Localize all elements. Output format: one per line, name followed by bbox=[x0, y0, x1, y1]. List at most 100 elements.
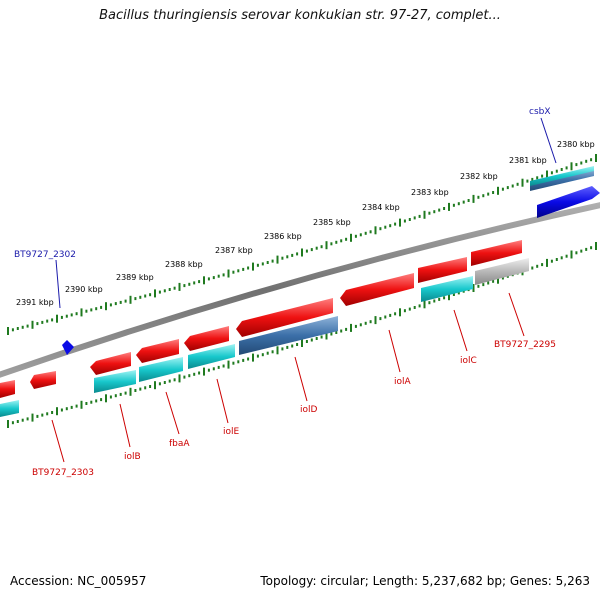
minor-tick bbox=[487, 281, 490, 285]
gene-arrow[interactable] bbox=[418, 257, 467, 283]
minor-tick bbox=[408, 307, 411, 311]
minor-tick bbox=[75, 312, 78, 316]
minor-tick bbox=[536, 264, 539, 268]
minor-tick bbox=[70, 313, 73, 317]
minor-tick bbox=[242, 358, 245, 362]
major-tick bbox=[129, 295, 132, 304]
gene-arrow[interactable] bbox=[30, 371, 56, 389]
gene-arrow[interactable] bbox=[0, 380, 15, 398]
gene-arrow[interactable] bbox=[184, 326, 229, 351]
minor-tick bbox=[232, 270, 235, 274]
gene-label-iolA[interactable]: iolA bbox=[394, 377, 412, 387]
minor-tick bbox=[65, 314, 68, 318]
minor-tick bbox=[310, 248, 313, 252]
minor-tick bbox=[315, 246, 318, 250]
minor-tick bbox=[418, 214, 421, 218]
gene-bar[interactable] bbox=[94, 370, 136, 393]
outer-tick-track bbox=[7, 154, 597, 335]
gene-bar[interactable] bbox=[421, 276, 473, 302]
major-tick bbox=[227, 269, 230, 278]
minor-tick bbox=[16, 327, 19, 330]
leader-line bbox=[55, 259, 61, 309]
minor-tick bbox=[560, 168, 563, 171]
gene-label-iolE[interactable]: iolE bbox=[223, 427, 240, 437]
minor-tick bbox=[555, 169, 558, 173]
gene-label-BT9727_2303[interactable]: BT9727_2303 bbox=[32, 468, 94, 478]
kbp-tick-label: 2391 kbp bbox=[16, 298, 54, 307]
minor-tick bbox=[222, 364, 225, 368]
gene-label-iolC[interactable]: iolC bbox=[460, 356, 477, 366]
major-tick bbox=[423, 300, 426, 309]
gene-label-iolD[interactable]: iolD bbox=[300, 405, 318, 415]
minor-tick bbox=[222, 273, 225, 277]
major-tick bbox=[423, 210, 426, 219]
gene-bar-rna[interactable] bbox=[239, 316, 338, 355]
minor-tick bbox=[585, 159, 588, 163]
gene-label-fbaA[interactable]: fbaA bbox=[169, 439, 190, 449]
minor-tick bbox=[85, 309, 88, 313]
gene-bar[interactable] bbox=[188, 344, 235, 369]
minor-tick bbox=[70, 405, 73, 409]
gene-arrow[interactable] bbox=[471, 240, 522, 266]
minor-tick bbox=[65, 407, 68, 411]
minor-tick bbox=[305, 340, 308, 343]
minor-tick bbox=[413, 306, 416, 309]
major-tick bbox=[325, 331, 328, 340]
minor-tick bbox=[467, 199, 470, 202]
major-tick bbox=[154, 381, 156, 390]
minor-tick bbox=[531, 266, 534, 270]
leader-line bbox=[508, 292, 525, 337]
major-tick bbox=[497, 275, 499, 284]
minor-tick bbox=[310, 338, 313, 342]
minor-tick bbox=[36, 322, 39, 326]
major-tick bbox=[31, 413, 34, 422]
gene-arrow[interactable] bbox=[136, 339, 179, 363]
minor-tick bbox=[359, 233, 362, 237]
blue-gene[interactable] bbox=[537, 186, 600, 218]
minor-tick bbox=[585, 247, 588, 251]
major-tick bbox=[203, 276, 205, 285]
gene-label-BT9727_2295[interactable]: BT9727_2295 bbox=[494, 340, 556, 350]
csbX-gene-cyan[interactable] bbox=[530, 166, 594, 186]
minor-tick bbox=[261, 262, 264, 266]
minor-tick bbox=[281, 256, 284, 260]
gene-bar[interactable] bbox=[139, 357, 183, 382]
minor-tick bbox=[482, 283, 485, 287]
gene-bar-pseudo[interactable] bbox=[475, 258, 529, 285]
minor-tick bbox=[212, 276, 215, 280]
minor-tick bbox=[565, 254, 568, 258]
minor-tick bbox=[198, 280, 201, 284]
major-tick bbox=[350, 233, 352, 242]
major-tick bbox=[31, 320, 34, 329]
minor-tick bbox=[443, 207, 446, 210]
minor-tick bbox=[501, 276, 504, 280]
gene-label-csbX[interactable]: csbX bbox=[529, 107, 551, 117]
major-tick bbox=[80, 308, 83, 317]
minor-tick bbox=[149, 385, 152, 388]
minor-tick bbox=[26, 417, 29, 421]
minor-tick bbox=[511, 184, 514, 188]
minor-tick bbox=[266, 351, 269, 355]
major-tick bbox=[252, 262, 254, 271]
minor-tick bbox=[369, 230, 372, 234]
gene-label-iolB[interactable]: iolB bbox=[124, 452, 141, 462]
minor-tick bbox=[119, 300, 122, 304]
minor-tick bbox=[379, 227, 382, 231]
gene-arrow[interactable] bbox=[90, 352, 131, 375]
minor-tick bbox=[335, 240, 338, 244]
leader-line bbox=[388, 329, 401, 373]
minor-tick bbox=[536, 176, 539, 180]
gene-arrow[interactable] bbox=[340, 273, 414, 306]
minor-tick bbox=[124, 391, 127, 395]
minor-tick bbox=[256, 354, 259, 358]
minor-tick bbox=[340, 239, 343, 243]
minor-tick bbox=[144, 386, 147, 390]
minor-tick bbox=[36, 414, 39, 418]
minor-tick bbox=[207, 277, 210, 281]
gene-label-BT9727_2302[interactable]: BT9727_2302 bbox=[14, 250, 76, 260]
gene-bar[interactable] bbox=[0, 400, 19, 417]
minor-tick bbox=[550, 259, 553, 263]
minor-tick bbox=[158, 382, 161, 386]
gene-arrow[interactable] bbox=[236, 298, 333, 337]
small-blue-feature[interactable] bbox=[62, 340, 74, 355]
